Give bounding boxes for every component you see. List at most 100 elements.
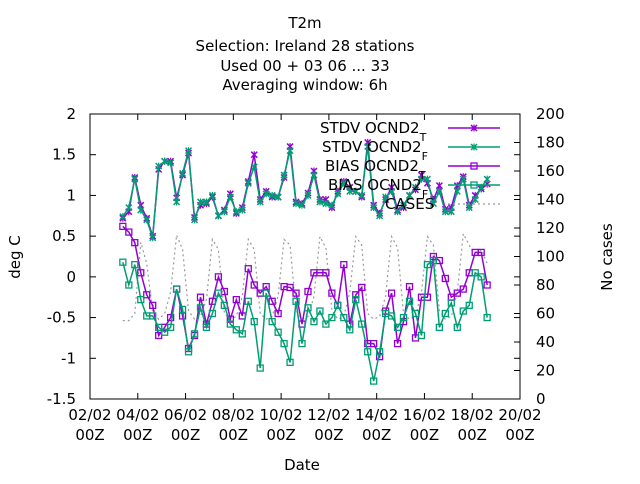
data-point [280,339,288,348]
data-point [268,191,276,199]
data-point [310,171,318,179]
data-point [137,296,145,304]
data-point [244,179,252,187]
data-point [161,157,169,165]
data-point [196,293,205,301]
data-point [316,307,324,315]
y-tick-label: -0.5 [47,309,76,327]
data-point [232,296,240,304]
data-point [184,348,193,356]
data-point [429,200,437,208]
y2-tick-label: 60 [536,305,555,323]
data-point [179,169,187,177]
data-point [244,297,252,305]
y2-tick-label: 140 [536,191,565,209]
data-point [387,289,396,297]
data-point [328,201,336,209]
data-point [280,171,288,179]
data-point [459,285,467,293]
data-point [358,191,366,199]
legend-marker [470,162,478,170]
data-point [322,320,330,328]
data-point [262,289,270,297]
data-point [453,187,461,195]
chart-title-line: T2m [287,14,321,32]
data-point [190,330,199,338]
y2-tick-label: 40 [536,333,555,351]
y2-tick-label: 0 [536,390,546,408]
y2-tick-label: 160 [536,162,565,180]
data-point [143,216,151,224]
data-point [429,252,438,261]
data-point [483,281,491,289]
y-axis-label: deg C [6,235,24,279]
data-point [447,208,455,216]
data-point [310,317,318,326]
y-tick-label: 0 [66,268,76,286]
series-layer [119,138,491,385]
data-point [220,208,228,216]
data-point [477,248,485,257]
data-point [190,216,199,224]
data-point [435,323,444,331]
data-point [131,239,139,247]
data-point [405,191,414,199]
y2-tick-label: 100 [536,248,565,266]
data-point [387,312,396,320]
chart-title-line: Averaging window: 6h [222,76,387,94]
data-point [131,260,139,269]
y2-tick-label: 180 [536,134,565,152]
data-point [143,291,151,299]
x-tick-label: 20/02 00Z [498,406,541,444]
data-point [358,283,366,292]
data-point [119,222,127,231]
data-point [316,198,324,206]
y2-tick-label: 20 [536,362,555,380]
data-point [477,273,485,281]
data-point [274,193,282,201]
chart-title-line: Used 00 + 03 06 ... 33 [220,57,389,75]
series-line [122,142,488,237]
y-tick-label: 1.5 [52,146,76,164]
data-point [346,326,354,334]
data-point [202,198,210,206]
data-point [196,304,205,312]
data-point [172,285,181,293]
data-point [137,206,145,214]
data-point [370,204,378,212]
data-point [262,190,270,198]
data-point [214,212,222,220]
data-point [178,305,187,314]
data-point [274,328,282,336]
data-point [334,190,342,198]
data-point [298,201,306,209]
data-point [328,289,336,297]
x-tick-label: 08/02 00Z [212,406,255,444]
data-point [405,297,414,305]
data-point [119,258,127,266]
data-point [185,147,193,155]
data-point [405,282,414,291]
data-point [465,204,473,212]
data-point [250,151,258,159]
data-point [358,320,366,328]
data-point [131,175,139,183]
data-point [394,208,402,216]
data-point [292,297,300,305]
data-point [292,200,300,208]
data-point [149,234,157,242]
data-point [447,299,455,307]
data-point [256,364,264,372]
data-point [483,313,491,322]
data-point [417,175,425,183]
data-point [471,195,479,204]
data-point [411,309,420,318]
legend-label: BIAS OCND2T [325,157,426,182]
data-point [483,175,491,183]
legend-marker [470,181,478,189]
data-point [459,175,467,183]
y2-axis-label: No cases [598,223,616,291]
data-point [232,208,240,216]
data-point [423,175,431,183]
